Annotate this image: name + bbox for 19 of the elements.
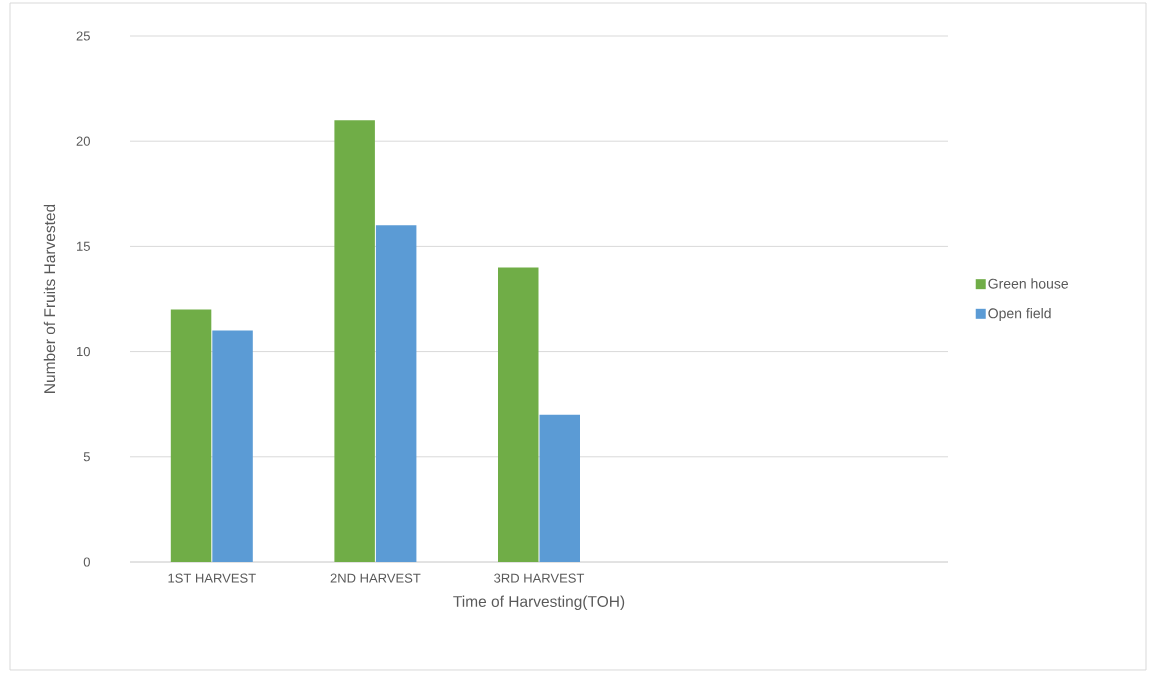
bar <box>498 267 539 562</box>
legend-label: Green house <box>988 278 1069 289</box>
x-tick-label: 1ST HARVEST <box>168 573 256 583</box>
x-tick-label: 3RD HARVEST <box>494 573 585 583</box>
x-tick-label: 2ND HARVEST <box>330 573 421 583</box>
y-tick-label: 15 <box>77 241 90 251</box>
bar <box>212 330 253 562</box>
y-tick-label: 0 <box>83 557 90 567</box>
bar <box>539 414 580 562</box>
y-tick-label: 5 <box>83 452 90 462</box>
x-axis-title: Time of Harvesting(TOH) <box>453 595 625 611</box>
y-axis-title: Number of Fruits Harvested <box>43 204 56 393</box>
bar <box>375 225 417 562</box>
bar <box>334 120 375 562</box>
bar <box>170 309 212 562</box>
y-tick-label: 20 <box>76 136 90 146</box>
y-tick-label: 25 <box>76 31 90 41</box>
y-tick-label: 10 <box>77 346 90 357</box>
legend-label: Open field <box>988 307 1051 322</box>
